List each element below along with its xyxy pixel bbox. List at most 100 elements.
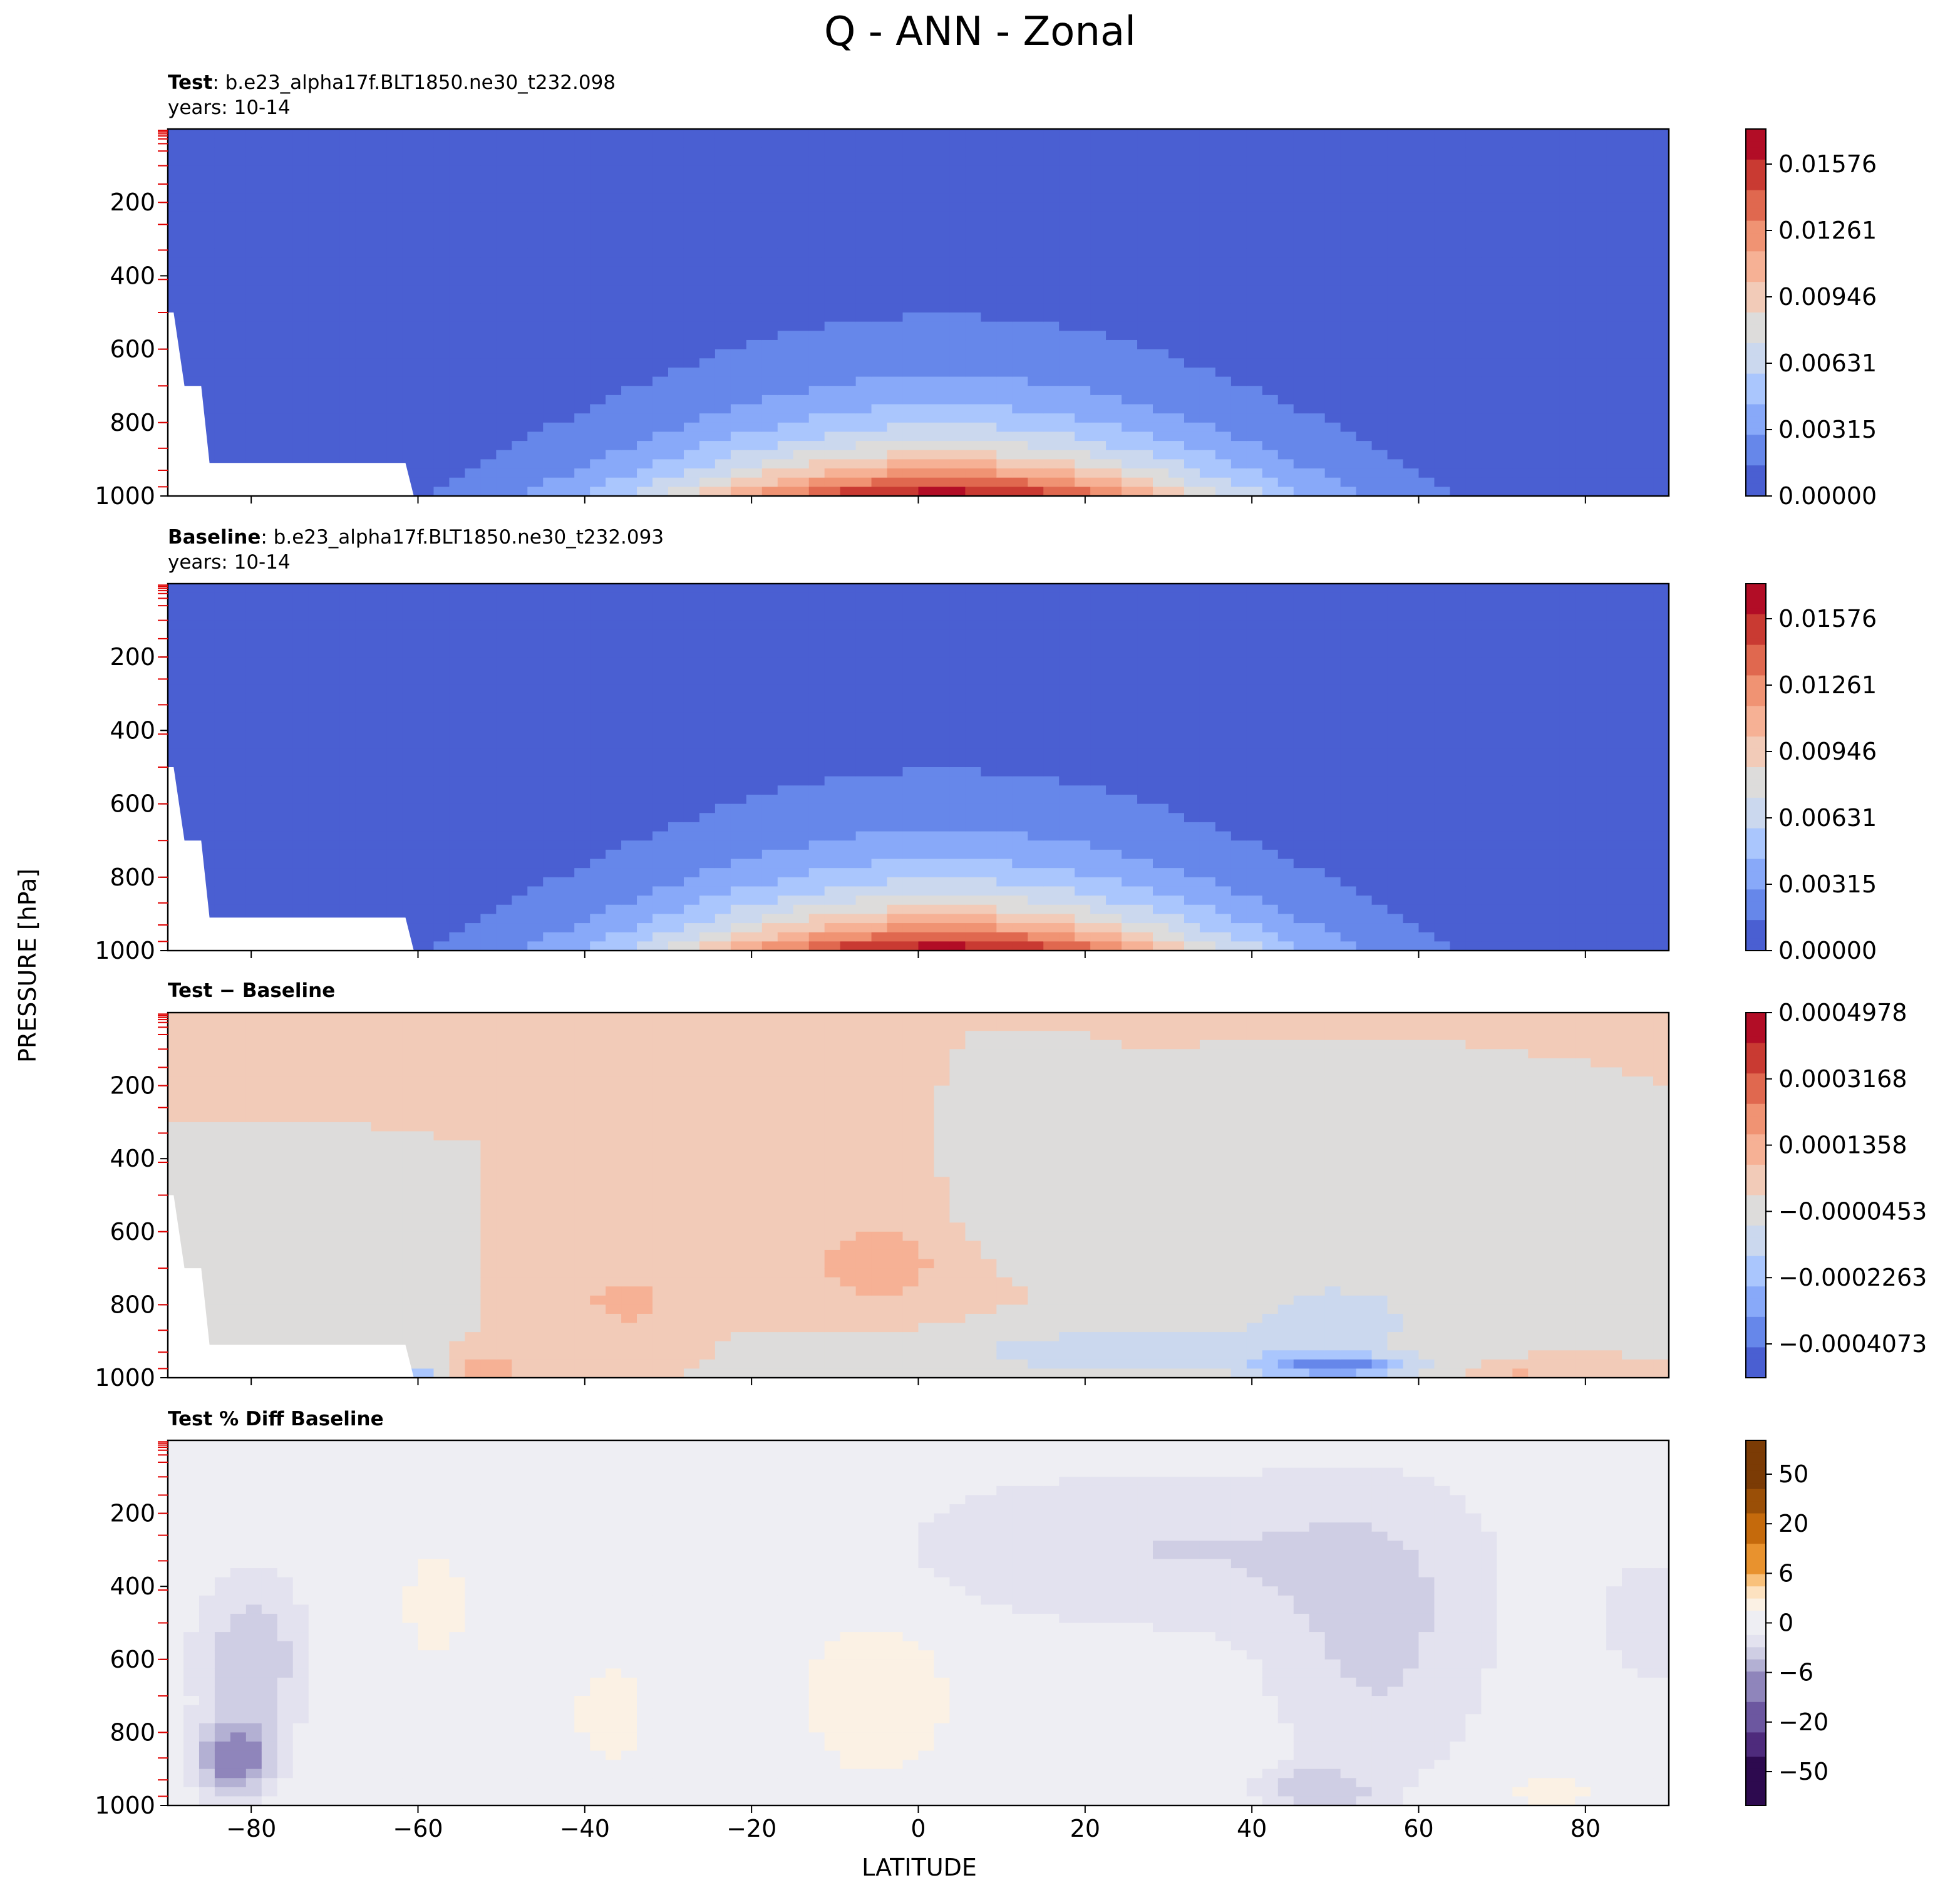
field-cell bbox=[339, 693, 356, 704]
field-cell bbox=[371, 840, 388, 850]
field-cell bbox=[793, 202, 810, 212]
field-cell bbox=[1591, 477, 1607, 487]
field-cell bbox=[621, 239, 637, 249]
field-cell bbox=[512, 932, 528, 942]
field-cell bbox=[1028, 422, 1044, 433]
field-cell bbox=[1340, 487, 1357, 497]
field-cell bbox=[1591, 266, 1607, 276]
field-cell bbox=[512, 767, 528, 777]
field-cell bbox=[1215, 321, 1232, 331]
field-cell bbox=[902, 165, 919, 175]
field-cell bbox=[746, 477, 763, 487]
field-cell bbox=[902, 450, 919, 460]
field-cell bbox=[292, 629, 309, 639]
field-cell bbox=[449, 896, 466, 906]
field-cell bbox=[527, 767, 544, 777]
field-cell bbox=[480, 193, 497, 203]
field-cell bbox=[871, 422, 888, 433]
field-cell bbox=[621, 367, 637, 378]
field-cell bbox=[465, 487, 481, 497]
field-cell bbox=[292, 712, 309, 722]
field-cell bbox=[981, 312, 997, 323]
field-cell bbox=[1371, 312, 1388, 323]
field-cell bbox=[902, 331, 919, 341]
field-cell bbox=[793, 138, 810, 148]
field-cell bbox=[1075, 367, 1091, 378]
field-cell bbox=[339, 803, 356, 813]
field-cell bbox=[934, 376, 951, 386]
field-cell bbox=[1481, 294, 1497, 304]
field-cell bbox=[981, 285, 997, 295]
field-cell bbox=[465, 849, 481, 860]
field-cell bbox=[402, 620, 419, 630]
field-cell bbox=[761, 431, 778, 441]
field-cell bbox=[1075, 175, 1091, 185]
field-cell bbox=[871, 487, 888, 497]
field-cell bbox=[606, 459, 622, 469]
field-cell bbox=[699, 468, 716, 478]
field-cell bbox=[840, 202, 857, 212]
field-cell bbox=[1512, 395, 1529, 405]
field-cell bbox=[1324, 266, 1341, 276]
field-cell bbox=[1028, 239, 1044, 249]
field-cell bbox=[1230, 413, 1247, 423]
field-cell bbox=[512, 376, 528, 386]
field-cell bbox=[277, 767, 294, 777]
field-cell bbox=[855, 358, 872, 368]
field-cell bbox=[559, 675, 575, 685]
field-cell bbox=[1153, 331, 1169, 341]
field-cell bbox=[559, 175, 575, 185]
field-cell bbox=[1168, 294, 1185, 304]
field-cell bbox=[559, 822, 575, 832]
field-cell bbox=[887, 386, 904, 396]
field-cell bbox=[355, 602, 372, 612]
field-cell bbox=[934, 459, 951, 469]
field-cell bbox=[746, 339, 763, 350]
field-cell bbox=[949, 193, 966, 203]
field-cell bbox=[1340, 331, 1357, 341]
field-cell bbox=[214, 312, 231, 323]
field-cell bbox=[1434, 459, 1451, 469]
field-cell bbox=[386, 165, 403, 175]
field-cell bbox=[339, 413, 356, 423]
field-cell bbox=[1012, 459, 1028, 469]
field-cell bbox=[808, 422, 825, 433]
field-cell bbox=[1012, 331, 1028, 341]
field-cell bbox=[1090, 138, 1106, 148]
field-cell bbox=[433, 193, 450, 203]
field-cell bbox=[902, 468, 919, 478]
field-cell bbox=[1230, 303, 1247, 313]
field-cell bbox=[449, 657, 466, 667]
field-cell bbox=[230, 840, 247, 850]
field-cell bbox=[714, 183, 731, 194]
field-cell bbox=[480, 230, 497, 240]
field-cell bbox=[918, 202, 935, 212]
field-cell bbox=[1106, 183, 1122, 194]
field-cell bbox=[245, 441, 262, 451]
field-cell bbox=[918, 276, 935, 286]
field-cell bbox=[1277, 147, 1294, 157]
field-cell bbox=[934, 303, 951, 313]
field-cell bbox=[1324, 468, 1341, 478]
field-cell bbox=[480, 794, 497, 805]
field-cell bbox=[371, 175, 388, 185]
field-cell bbox=[496, 620, 512, 630]
field-cell bbox=[1184, 339, 1200, 350]
field-cell bbox=[543, 840, 559, 850]
field-cell bbox=[1012, 404, 1028, 414]
field-cell bbox=[1043, 376, 1060, 386]
field-cell bbox=[1465, 230, 1482, 240]
field-cell bbox=[1606, 459, 1622, 469]
field-cell bbox=[292, 303, 309, 313]
field-cell bbox=[496, 413, 512, 423]
field-cell bbox=[1575, 386, 1591, 396]
field-cell bbox=[1090, 395, 1106, 405]
field-cell bbox=[824, 138, 841, 148]
field-cell bbox=[1012, 321, 1028, 331]
field-cell bbox=[1262, 349, 1279, 359]
colorbar-segment bbox=[1746, 379, 1766, 386]
field-cell bbox=[1497, 294, 1513, 304]
field-cell bbox=[934, 175, 951, 185]
field-cell bbox=[183, 156, 200, 167]
field-cell bbox=[1622, 376, 1638, 386]
